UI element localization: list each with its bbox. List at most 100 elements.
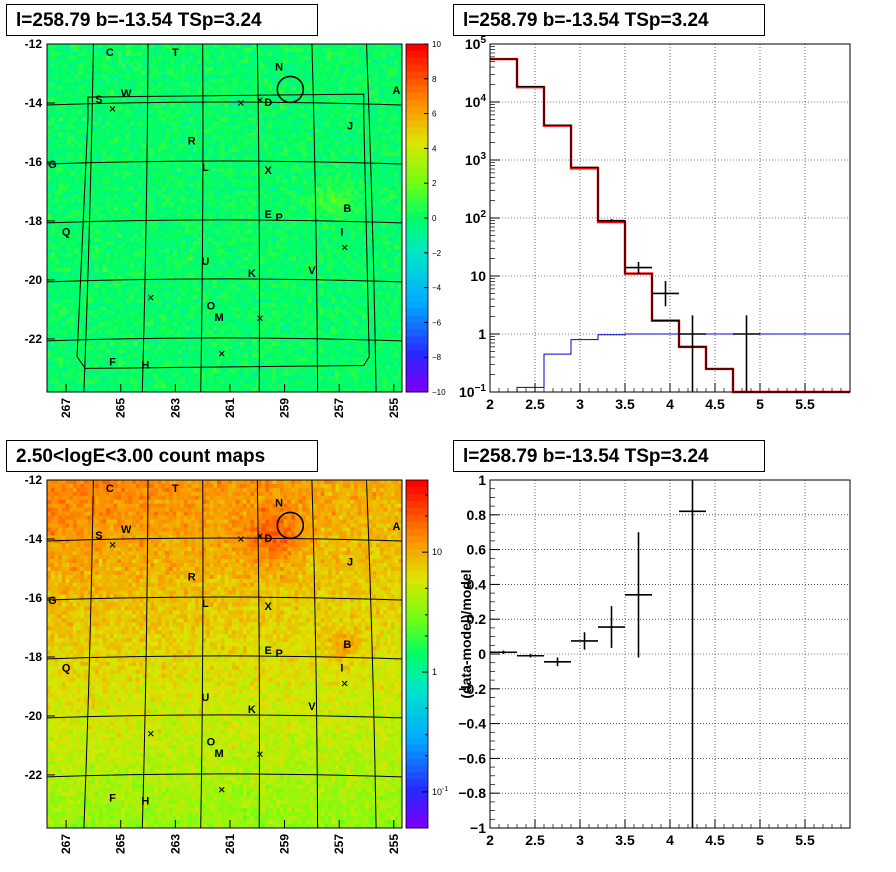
residual-grid: [490, 480, 850, 828]
source-label-K: K: [248, 268, 256, 280]
source-label-V: V: [308, 701, 316, 713]
source-marker: [109, 106, 116, 112]
source-marker: [341, 680, 348, 687]
y-tick-label: -22: [25, 332, 43, 346]
x-tick-label: 4.5: [705, 396, 725, 412]
x-tick-label: 259: [278, 398, 292, 418]
spectrum-title: l=258.79 b=-13.54 TSp=3.24: [453, 4, 765, 36]
source-marker: [218, 350, 225, 357]
source-marker: [257, 315, 263, 322]
colorbar-tick-label: 6: [432, 110, 437, 119]
0-frame: [46, 43, 403, 393]
y-tick-label: 103: [465, 151, 487, 168]
source-marker: [147, 294, 154, 301]
residual-title: l=258.79 b=-13.54 TSp=3.24: [453, 440, 765, 472]
x-tick-label: 257: [332, 398, 346, 418]
0-colorbar: 10 8 6 4 2 0 −2 −4 −6 −8 −10: [405, 40, 446, 397]
colorbar-tick-label: −4: [432, 284, 442, 293]
source-marker: [257, 533, 263, 539]
source-label-N: N: [275, 498, 283, 510]
2-pixels: [47, 480, 403, 829]
source-marker: [257, 97, 263, 103]
source-label-A: A: [393, 521, 401, 533]
source-label-O: O: [207, 736, 216, 748]
y-tick-label: -20: [25, 709, 43, 723]
source-label-I: I: [340, 663, 343, 675]
colorbar-tick-label: 1: [432, 667, 437, 677]
y-tick-label: 0: [478, 646, 486, 662]
source-label-G: G: [48, 595, 57, 607]
x-tick-label: 259: [278, 834, 292, 854]
2-y-axis: -12 -14 -16 -18 -20 -22: [25, 473, 55, 782]
source-label-X: X: [265, 601, 273, 613]
colorbar-tick-label: 8: [432, 75, 437, 84]
source-label-I: I: [340, 227, 343, 239]
y-tick-label: −0.6: [458, 750, 486, 766]
x-tick-label: 3.5: [615, 832, 635, 848]
source-label-B: B: [343, 639, 351, 651]
source-label-F: F: [109, 356, 116, 368]
y-tick-label: −0.8: [458, 785, 486, 801]
colorbar-tick-label: 2: [432, 179, 437, 188]
y-tick-label: 0.8: [467, 507, 487, 523]
x-tick-label: 4: [666, 396, 674, 412]
source-label-X: X: [265, 165, 273, 177]
2-roi-circle: [276, 511, 305, 540]
colorbar-tick-label: −6: [432, 318, 442, 327]
residual-panel: 2 2.5 3 3.5 4 4.5 5 5.5 1 0.8 0.6 0.4 0.2 0 −0.2 −0.4 −0…: [458, 472, 851, 848]
0-coordinate-grid: [46, 43, 403, 393]
data-histogram: [490, 58, 850, 393]
x-tick-label: 2: [486, 832, 494, 848]
x-tick-label: 267: [59, 834, 73, 854]
y-tick-label: 1: [478, 472, 486, 488]
source-label-S: S: [95, 94, 102, 106]
x-tick-label: 261: [223, 398, 237, 418]
colorbar-tick-label: 4: [432, 144, 437, 153]
source-label-T: T: [172, 483, 179, 495]
x-tick-label: 263: [168, 398, 182, 418]
source-label-L: L: [202, 162, 209, 174]
2-x-axis: 267 265 263 261 259 257 255: [59, 820, 401, 854]
source-label-C: C: [106, 47, 114, 59]
source-label-F: F: [109, 792, 116, 804]
0-y-axis: -12 -14 -16 -18 -20 -22: [25, 37, 55, 346]
source-label-E: E: [265, 209, 272, 221]
y-tick-label: 10−1: [459, 383, 486, 400]
source-label-C: C: [106, 483, 114, 495]
spectrum-y-axis: 10−1 1 10 102 103 104 105: [459, 35, 500, 400]
y-tick-label: -14: [25, 96, 43, 110]
0-roi-circle: [276, 75, 305, 104]
source-marker: [238, 100, 244, 106]
x-tick-label: 261: [223, 834, 237, 854]
colorbar-tick-label: 0: [432, 214, 437, 223]
colorbar-tick-label: −8: [432, 353, 442, 362]
y-tick-label: -20: [25, 273, 43, 287]
x-tick-label: 3: [576, 396, 584, 412]
source-marker: [147, 730, 154, 737]
x-tick-label: 2.5: [525, 396, 545, 412]
spectrum-data-points: [598, 219, 760, 392]
y-tick-label: 0.6: [467, 542, 487, 558]
source-marker: [257, 751, 263, 758]
x-tick-label: 4.5: [705, 832, 725, 848]
source-label-L: L: [202, 598, 209, 610]
residual-points: [490, 480, 706, 828]
source-marker: [218, 786, 225, 793]
x-tick-label: 5.5: [795, 396, 815, 412]
y-tick-label: −0.2: [458, 681, 486, 697]
x-tick-label: 3.5: [615, 396, 635, 412]
map-bottom-title: 2.50<logE<3.00 count maps: [6, 440, 318, 472]
colorbar-tick-label: −10: [432, 388, 446, 397]
y-tick-label: -12: [25, 37, 43, 51]
2-frame: [46, 479, 403, 829]
2-source-labels: C T N A S W D J R G L X B E P Q I U V K OM F H: [48, 483, 400, 808]
y-tick-label: 102: [465, 209, 487, 226]
y-tick-label: 0.2: [467, 611, 487, 627]
y-tick-label: −1: [470, 820, 486, 836]
2-coordinate-grid: [46, 479, 403, 829]
y-tick-label: -12: [25, 473, 43, 487]
source-label-W: W: [121, 524, 132, 536]
source-label-E: E: [265, 645, 272, 657]
source-label-V: V: [308, 265, 316, 277]
x-tick-label: 5: [756, 396, 764, 412]
